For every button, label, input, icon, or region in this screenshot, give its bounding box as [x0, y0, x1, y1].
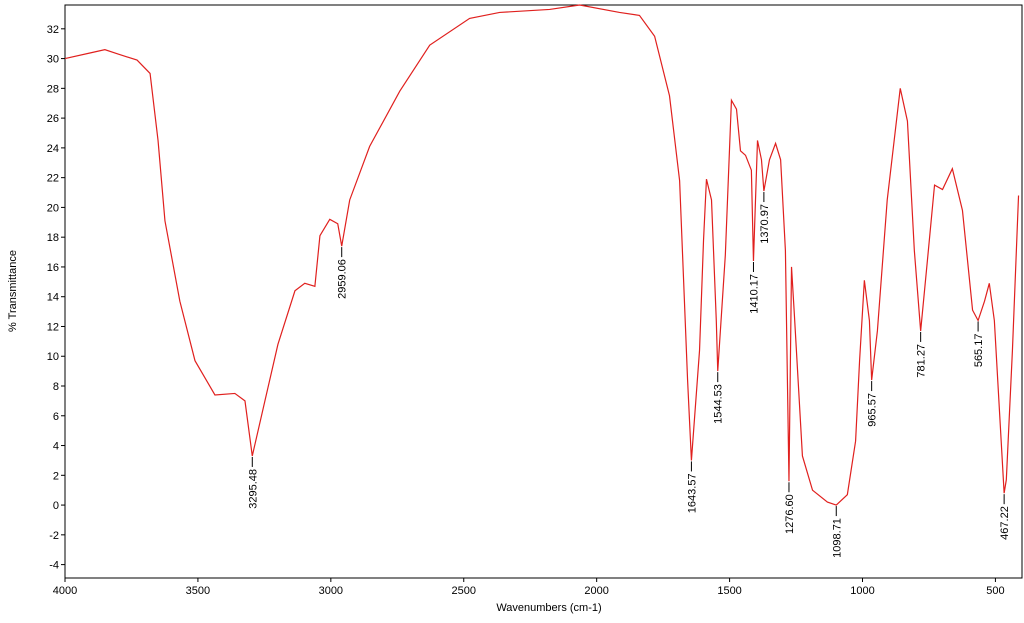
- y-tick-label: 6: [53, 411, 59, 423]
- x-axis-label: Wavenumbers (cm-1): [496, 602, 601, 614]
- peak-label: 965.57: [867, 393, 879, 427]
- y-tick-label: 0: [53, 500, 59, 512]
- spectrum-line: [64, 4, 1020, 506]
- plot-frame: [64, 4, 1023, 579]
- x-tick-label: 500: [986, 585, 1004, 597]
- x-tick-label: 3500: [186, 585, 210, 597]
- y-tick-label: 4: [53, 441, 59, 453]
- y-tick-label: 20: [47, 202, 59, 214]
- peak-label: 2959.06: [337, 259, 349, 299]
- peak-label: 1098.71: [831, 518, 843, 558]
- y-tick-label: 14: [47, 292, 59, 304]
- peak-label: 467.22: [999, 506, 1011, 540]
- peak-label: 1410.17: [748, 274, 760, 314]
- y-tick-label: 12: [47, 321, 59, 333]
- y-tick-label: -4: [49, 560, 59, 572]
- y-tick-label: 30: [47, 54, 59, 66]
- y-tick-label: 28: [47, 83, 59, 95]
- x-tick-label: 2500: [452, 585, 476, 597]
- peak-label: 3295.48: [247, 469, 259, 509]
- x-tick-label: 4000: [53, 585, 77, 597]
- peak-label: 1276.60: [784, 494, 796, 534]
- y-tick-label: 2: [53, 470, 59, 482]
- peak-label: 1544.53: [713, 384, 725, 424]
- y-axis-label: % Transmittance: [7, 250, 19, 332]
- peak-label: 565.17: [973, 334, 985, 368]
- x-tick-label: 1000: [850, 585, 874, 597]
- y-tick-label: 16: [47, 262, 59, 274]
- y-tick-label: 10: [47, 351, 59, 363]
- y-tick-label: 22: [47, 173, 59, 185]
- peak-label: 781.27: [916, 344, 928, 378]
- y-tick-label: 24: [47, 143, 59, 155]
- y-tick-label: -2: [49, 530, 59, 542]
- y-tick-label: 32: [47, 24, 59, 36]
- x-tick-label: 1500: [717, 585, 741, 597]
- y-tick-label: 26: [47, 113, 59, 125]
- x-tick-label: 2000: [584, 585, 608, 597]
- y-tick-label: 18: [47, 232, 59, 244]
- y-tick-label: 8: [53, 381, 59, 393]
- x-tick-label: 3000: [319, 585, 343, 597]
- peak-label: 1643.57: [686, 473, 698, 513]
- peak-label: 1370.97: [759, 204, 771, 244]
